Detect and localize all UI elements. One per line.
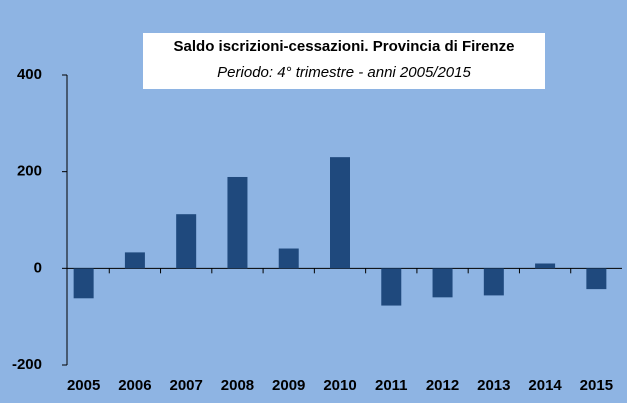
bar: [586, 268, 607, 290]
bar: [330, 157, 350, 269]
y-tick-label: 0: [34, 259, 42, 276]
x-tick-label: 2011: [375, 377, 408, 394]
x-tick-label: 2014: [528, 377, 562, 394]
x-tick-label: 2012: [426, 377, 459, 394]
y-tick-label: -200: [12, 356, 42, 373]
bar: [124, 252, 145, 269]
bar: [535, 263, 556, 269]
x-tick-label: 2010: [323, 377, 356, 394]
x-tick-label: 2005: [67, 377, 100, 394]
bar: [176, 214, 197, 269]
chart-subtitle: Periodo: 4° trimestre - anni 2005/2015: [217, 64, 471, 81]
bar: [432, 268, 453, 298]
x-tick-label: 2013: [477, 377, 510, 394]
bar: [483, 268, 504, 296]
title-box: [143, 33, 545, 89]
x-tick-label: 2009: [272, 377, 305, 394]
bar: [73, 268, 94, 299]
bar: [227, 176, 248, 269]
x-tick-label: 2015: [580, 377, 613, 394]
y-tick-label: 200: [17, 163, 42, 180]
chart-title: Saldo iscrizioni-cessazioni. Provincia d…: [174, 38, 515, 55]
bar: [381, 268, 402, 306]
bar: [278, 248, 299, 269]
x-tick-label: 2006: [118, 377, 151, 394]
x-tick-label: 2008: [221, 377, 254, 394]
y-tick-label: 400: [17, 66, 42, 83]
x-tick-label: 2007: [169, 377, 202, 394]
